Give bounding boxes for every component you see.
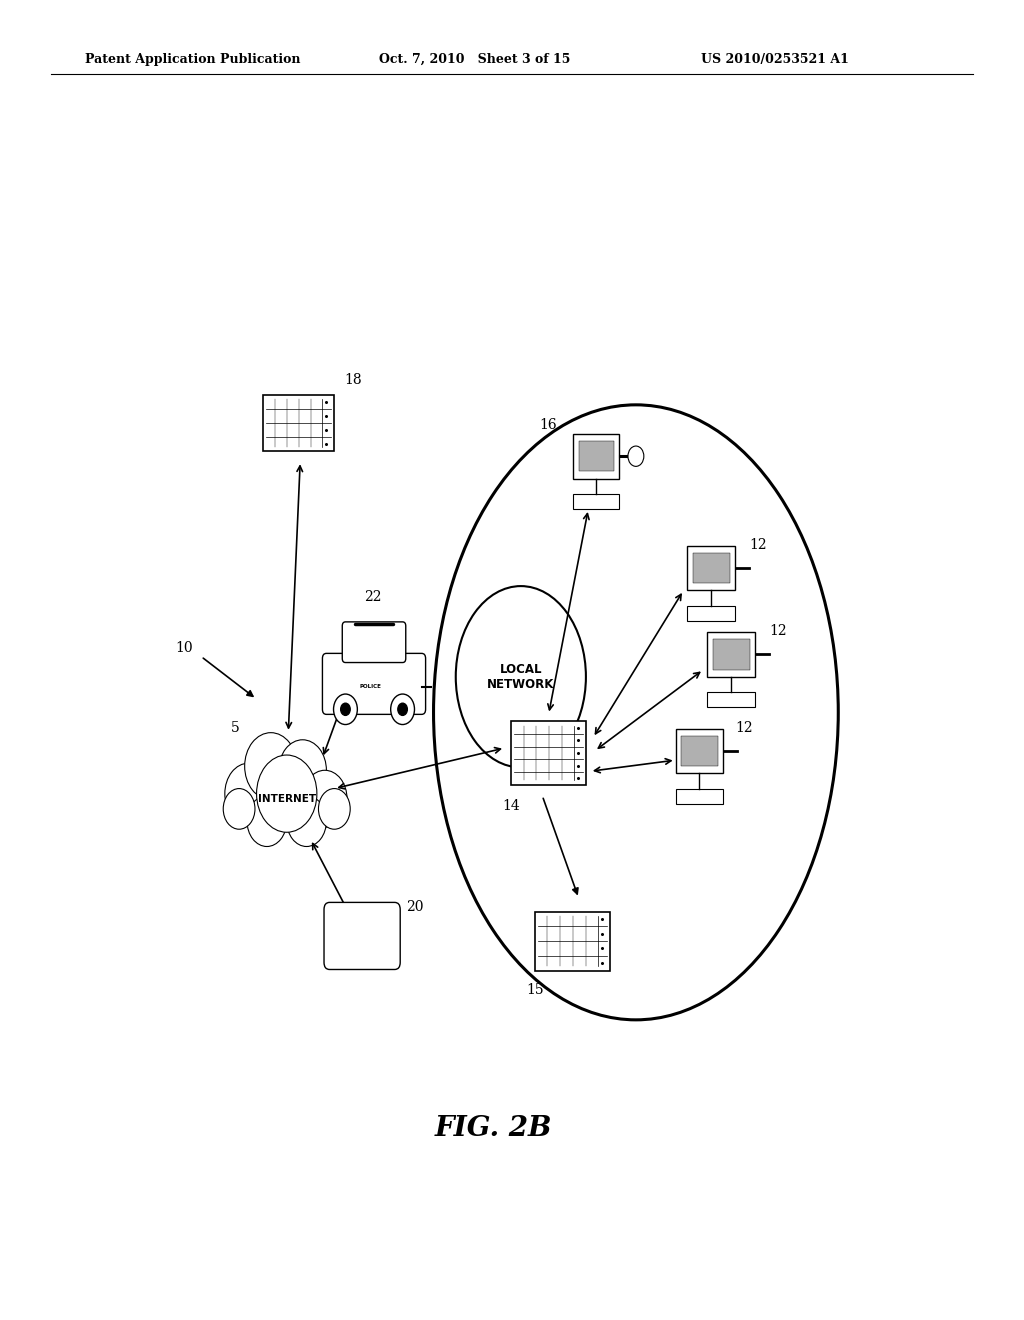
Text: 12: 12	[750, 537, 767, 552]
FancyBboxPatch shape	[323, 653, 426, 714]
Text: INTERNET: INTERNET	[258, 793, 315, 804]
FancyBboxPatch shape	[324, 903, 400, 969]
Circle shape	[279, 739, 327, 801]
FancyBboxPatch shape	[713, 639, 750, 669]
FancyBboxPatch shape	[342, 622, 406, 663]
Circle shape	[341, 704, 350, 715]
Text: 15: 15	[526, 983, 544, 997]
Text: 18: 18	[345, 374, 362, 387]
Text: POLICE: POLICE	[359, 685, 381, 689]
FancyBboxPatch shape	[573, 494, 620, 510]
Circle shape	[303, 771, 347, 828]
FancyBboxPatch shape	[708, 632, 755, 677]
Text: Patent Application Publication: Patent Application Publication	[85, 53, 300, 66]
FancyBboxPatch shape	[579, 441, 613, 471]
Circle shape	[628, 446, 644, 466]
FancyBboxPatch shape	[676, 788, 723, 804]
Text: 12: 12	[769, 624, 786, 638]
Text: LOCAL
NETWORK: LOCAL NETWORK	[487, 663, 555, 690]
Circle shape	[247, 796, 287, 846]
Text: Oct. 7, 2010   Sheet 3 of 15: Oct. 7, 2010 Sheet 3 of 15	[379, 53, 570, 66]
FancyBboxPatch shape	[535, 912, 610, 970]
FancyBboxPatch shape	[692, 553, 730, 583]
Text: 12: 12	[735, 721, 753, 735]
Text: 16: 16	[539, 417, 557, 432]
Text: 14: 14	[503, 799, 520, 813]
FancyBboxPatch shape	[708, 692, 755, 708]
FancyBboxPatch shape	[573, 434, 620, 479]
Text: 20: 20	[406, 900, 423, 915]
Circle shape	[257, 755, 316, 833]
Text: 5: 5	[230, 721, 240, 735]
FancyBboxPatch shape	[687, 545, 735, 590]
Circle shape	[391, 694, 415, 725]
Circle shape	[318, 788, 350, 829]
Ellipse shape	[456, 586, 586, 767]
Text: US 2010/0253521 A1: US 2010/0253521 A1	[701, 53, 849, 66]
Circle shape	[397, 704, 408, 715]
FancyBboxPatch shape	[263, 395, 334, 450]
Circle shape	[334, 694, 357, 725]
Circle shape	[287, 796, 327, 846]
Circle shape	[223, 788, 255, 829]
Text: 10: 10	[175, 642, 194, 655]
FancyBboxPatch shape	[681, 735, 718, 766]
Text: FIG. 2B: FIG. 2B	[434, 1114, 552, 1142]
Circle shape	[245, 733, 297, 800]
Text: 22: 22	[365, 590, 382, 605]
FancyBboxPatch shape	[687, 606, 735, 620]
FancyBboxPatch shape	[511, 722, 587, 784]
Circle shape	[225, 763, 272, 824]
FancyBboxPatch shape	[676, 729, 723, 774]
